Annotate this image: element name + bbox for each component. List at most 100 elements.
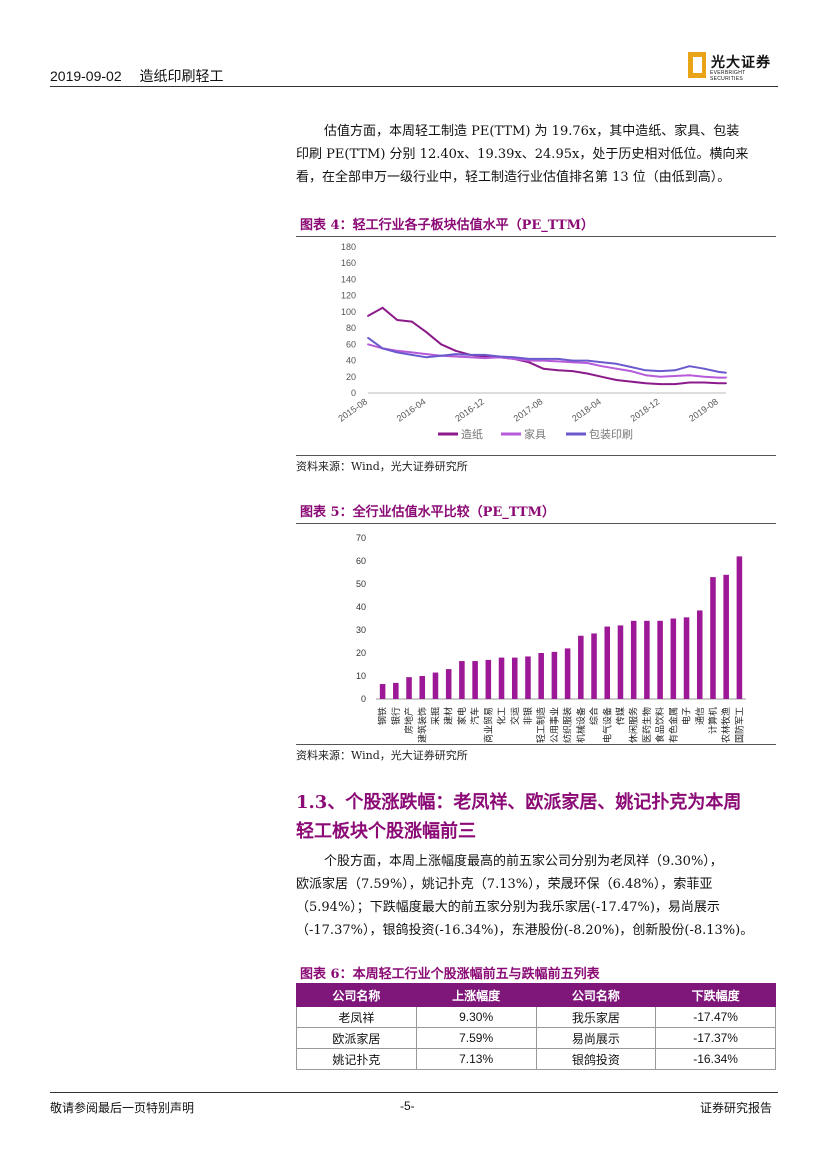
data-point [586, 372, 589, 375]
category-label: 房地产 [403, 707, 414, 734]
data-point [498, 355, 501, 358]
category-label: 传媒 [614, 707, 625, 725]
y-tick-label: 180 [341, 242, 356, 252]
data-point [425, 353, 428, 355]
loser-name: 易尚展示 [535, 1027, 657, 1049]
data-point [527, 358, 530, 360]
table-row: 老凤祥 9.30% 我乐家居 -17.47% [296, 1006, 776, 1028]
data-point [659, 383, 662, 385]
figure-4-source: 资料来源：Wind，光大证券研究所 [296, 460, 468, 473]
bar [432, 672, 439, 699]
data-point [703, 367, 705, 370]
bar [696, 610, 703, 699]
data-point [725, 371, 727, 374]
header-date-section: 2019-09-02 造纸印刷轻工 [50, 66, 224, 86]
data-point [527, 361, 530, 364]
data-point [600, 361, 603, 364]
paragraph-line: 看，在全部申万一级行业中，轻工制造行业估值排名第 13 位（由低到高）。 [296, 170, 731, 185]
table-header-row: 公司名称 上涨幅度 公司名称 下跌幅度 [296, 983, 776, 1007]
data-point [483, 353, 486, 356]
bar [591, 633, 597, 699]
data-point [571, 361, 574, 364]
data-point [527, 359, 530, 362]
bar [459, 661, 465, 699]
data-point [717, 376, 720, 379]
data-point [367, 336, 369, 339]
footer-divider [50, 1092, 778, 1093]
category-label: 电气设备 [601, 707, 612, 743]
data-point [396, 351, 399, 354]
loser-name: 银鸽投资 [535, 1048, 657, 1070]
x-tick-label: 2015-08 [336, 396, 369, 423]
data-point [673, 383, 676, 385]
paragraph-line: 欧派家居（7.59%），姚记扑克（7.13%），荣晟环保（6.48%），索菲亚 [296, 877, 713, 892]
category-label: 交运 [509, 707, 520, 725]
bar [683, 617, 690, 699]
paragraph-line: （-17.37%），银鸽投资(-16.34%)，东港股份(-8.20%)，创新股… [296, 923, 754, 938]
report-section: 造纸印刷轻工 [139, 68, 224, 84]
figure-4-title: 图表 4：轻工行业各子板块估值水平（PE_TTM） [300, 218, 595, 233]
bar [379, 684, 386, 699]
valuation-paragraph: 估值方面，本周轻工制造 PE(TTM) 为 19.76x，其中造纸、家具、包装 … [296, 120, 778, 189]
bar [393, 682, 399, 699]
data-point [513, 356, 516, 359]
data-point [454, 349, 457, 352]
loser-pct: -17.37% [655, 1027, 776, 1049]
category-label: 农林牧渔 [720, 707, 731, 743]
category-label: 食品饮料 [654, 707, 665, 743]
gainer-pct: 7.59% [415, 1027, 537, 1049]
series-line [367, 306, 726, 386]
footer-disclaimer: 敬请参阅最后一页特别声明 [50, 1101, 195, 1115]
bar [472, 661, 478, 699]
pe-line-chart: 0 20 40 60 80 100 120 140 160 180 2015-08 2016-04 20… [336, 242, 727, 441]
data-point [615, 362, 618, 365]
category-label: 化工 [496, 707, 507, 725]
legend-label: 家具 [524, 427, 546, 441]
y-tick-label: 160 [341, 258, 356, 268]
category-label: 汽车 [469, 707, 480, 725]
data-point [615, 379, 618, 381]
data-point [571, 370, 574, 372]
table-row: 姚记扑克 7.13% 银鸽投资 -16.34% [296, 1048, 776, 1070]
bar [578, 635, 584, 699]
data-point [673, 375, 676, 377]
paragraph-line: 估值方面，本周轻工制造 PE(TTM) 为 19.76x，其中造纸、家具、包装 [324, 124, 740, 139]
paragraph-line: 印刷 PE(TTM) 分别 12.40x、19.39x、24.95x，处于历史相… [296, 147, 749, 162]
data-point [630, 380, 632, 383]
y-tick-label: 0 [361, 694, 366, 704]
bar [419, 676, 426, 699]
y-tick-label: 20 [356, 648, 366, 658]
table-row: 欧派家居 7.59% 易尚展示 -17.37% [296, 1027, 776, 1049]
data-point [469, 356, 472, 359]
company-logo: 光大证券 EVERBRIGHT SECURITIES [688, 52, 780, 82]
y-tick-label: 60 [346, 339, 356, 349]
gainer-name: 姚记扑克 [296, 1048, 417, 1070]
figure-4-bottom-rule [296, 455, 776, 456]
bar [498, 657, 505, 699]
data-point [703, 381, 705, 384]
data-point [630, 366, 632, 368]
data-point [586, 359, 589, 362]
data-point [688, 365, 691, 368]
data-point [717, 382, 720, 385]
bar [511, 657, 518, 699]
gainer-name: 老凤祥 [296, 1006, 417, 1028]
top-movers-table: 公司名称 上涨幅度 公司名称 下跌幅度 老凤祥 9.30% 我乐家居 -17.4… [296, 983, 776, 1070]
header-divider [50, 86, 778, 87]
data-point [425, 331, 428, 334]
page-number: -5- [400, 1099, 415, 1113]
series-line [367, 343, 726, 379]
gainer-name: 欧派家居 [296, 1027, 417, 1049]
y-tick-label: 10 [356, 671, 366, 681]
data-point [688, 374, 691, 377]
data-point [542, 359, 545, 362]
legend-label: 造纸 [461, 427, 483, 441]
bar [670, 618, 677, 699]
bar [736, 556, 743, 699]
y-tick-label: 60 [356, 556, 366, 566]
category-label: 通信 [694, 707, 705, 725]
data-point [469, 353, 472, 356]
data-point [454, 355, 457, 358]
data-point [673, 369, 676, 372]
loser-pct: -17.47% [655, 1006, 776, 1028]
